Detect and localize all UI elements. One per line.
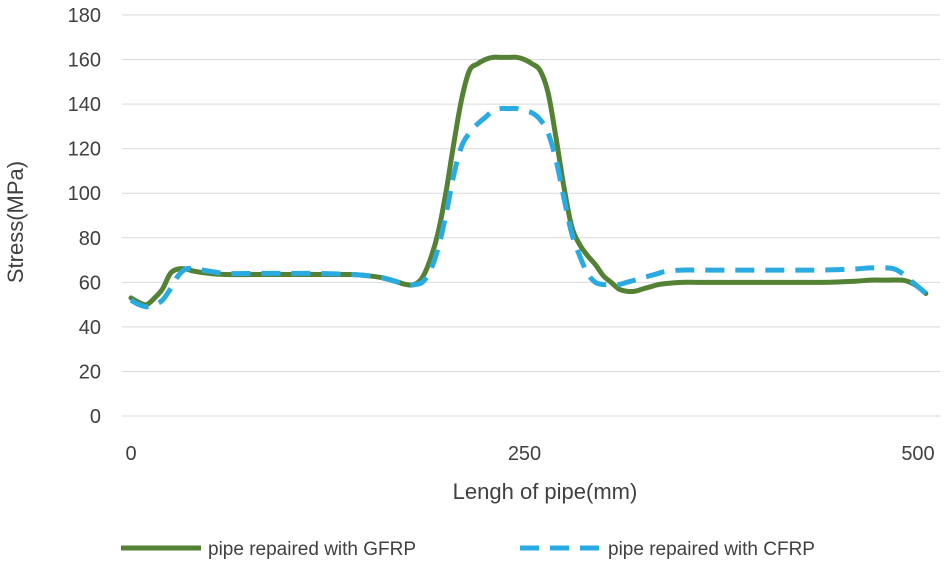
legend-item-cfrp: pipe repaired with CFRP <box>520 539 815 560</box>
y-tick-label-80: 80 <box>79 228 101 250</box>
grid-lines <box>122 14 940 417</box>
legend-label-cfrp: pipe repaired with CFRP <box>608 539 815 560</box>
legend-item-gfrp: pipe repaired with GFRP <box>121 539 416 560</box>
y-tick-label-40: 40 <box>79 317 101 339</box>
y-tick-label-100: 100 <box>68 183 101 205</box>
y-tick-label-140: 140 <box>68 94 101 116</box>
y-tick-label-20: 20 <box>79 361 101 383</box>
x-tick-label-0: 0 <box>125 443 136 465</box>
y-tick-label-0: 0 <box>90 406 101 428</box>
y-tick-label-160: 160 <box>68 50 101 72</box>
legend: pipe repaired with GFRP pipe repaired wi… <box>121 539 815 560</box>
y-tick-labels: 0 20 40 60 80 100 120 140 160 180 <box>68 5 101 428</box>
x-axis-title: Lengh of pipe(mm) <box>453 479 638 504</box>
x-tick-label-500: 500 <box>901 443 934 465</box>
y-tick-label-120: 120 <box>68 139 101 161</box>
y-tick-label-60: 60 <box>79 272 101 294</box>
x-tick-labels: 0 250 500 <box>125 443 934 465</box>
series-line-gfrp <box>128 54 929 308</box>
series-lines <box>128 54 929 310</box>
legend-label-gfrp: pipe repaired with GFRP <box>208 539 416 560</box>
series-line-cfrp <box>129 105 928 310</box>
y-tick-label-180: 180 <box>68 5 101 27</box>
y-axis-title: Stress(MPa) <box>3 161 28 283</box>
x-tick-label-250: 250 <box>508 443 541 465</box>
